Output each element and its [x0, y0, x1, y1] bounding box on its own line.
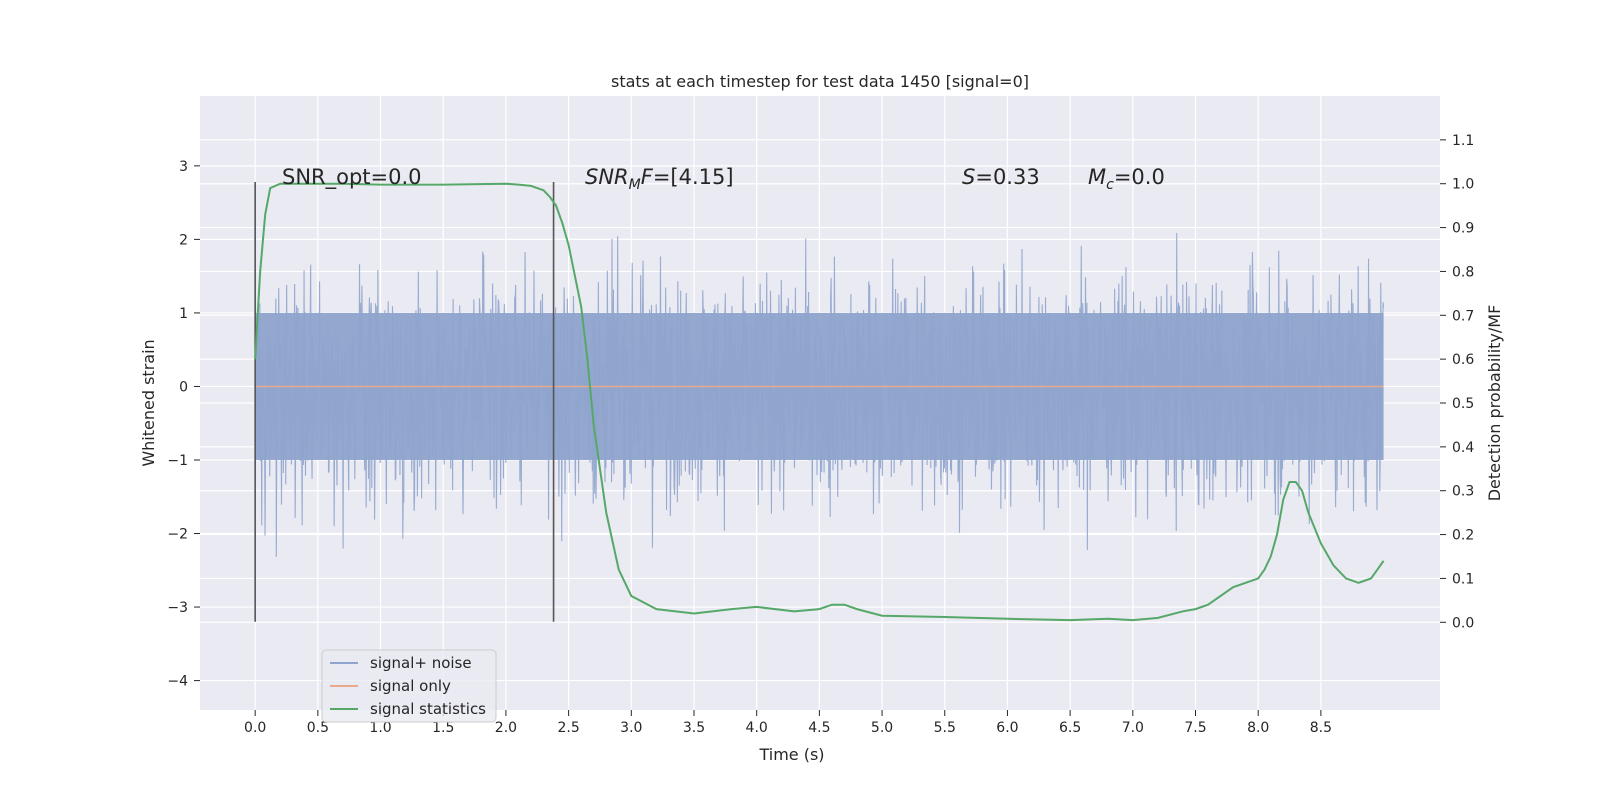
- series-signal-statistics: [254, 182, 1385, 622]
- x-tick-label: 5.5: [934, 720, 956, 736]
- x-tick-label: 8.5: [1310, 720, 1332, 736]
- legend-label-signal-statistics: signal statistics: [370, 700, 486, 718]
- y-right-tick-label: 0.0: [1452, 615, 1474, 631]
- x-tick-label: 7.5: [1184, 720, 1206, 736]
- annotation-snr-mf-main: SNR: [585, 165, 629, 189]
- annotation-snr-mf-sub: M: [629, 177, 641, 193]
- y-right-tick-label: 0.4: [1452, 440, 1474, 456]
- x-tick-label: 6.5: [1059, 720, 1081, 736]
- legend-label-signal-noise: signal+ noise: [370, 654, 472, 672]
- x-axis-label: Time (s): [758, 745, 824, 764]
- annotation-s-symbol: S: [962, 165, 975, 189]
- y-right-tick-label: 1.1: [1452, 133, 1474, 149]
- y-tick-label: −4: [167, 674, 188, 690]
- annotation-mc-sub: c: [1106, 177, 1114, 193]
- legend-label-signal-only: signal only: [370, 677, 451, 695]
- x-tick-label: 0.0: [244, 720, 266, 736]
- y-axis-ticks: 3 2 1 0 −1 −2 −3 −4: [167, 159, 200, 690]
- y-tick-label: 1: [179, 306, 188, 322]
- x-tick-label: 7.0: [1122, 720, 1144, 736]
- y-axis-right-ticks: 1.1 1.0 0.9 0.8 0.7 0.6 0.5 0.4 0.3 0.2 0.1 0.0: [1440, 133, 1474, 631]
- annotation-snr-opt-prefix: SNR_opt=: [282, 165, 388, 190]
- y-right-tick-label: 0.1: [1452, 571, 1474, 587]
- y-axis-label: Whitened strain: [139, 339, 158, 466]
- y-right-tick-label: 0.5: [1452, 396, 1474, 412]
- y-right-tick-label: 0.3: [1452, 484, 1474, 500]
- legend: signal+ noise signal only signal statist…: [321, 649, 497, 723]
- x-tick-label: 2.0: [495, 720, 517, 736]
- x-tick-label: 0.5: [307, 720, 329, 736]
- x-tick-label: 4.5: [808, 720, 830, 736]
- y-tick-label: 3: [179, 159, 188, 175]
- annotation-mc: Mc=0.0: [1088, 165, 1165, 193]
- annotation-snr-opt-value: 0.0: [388, 165, 421, 189]
- x-tick-label: 3.0: [620, 720, 642, 736]
- annotation-s-value: =0.33: [975, 165, 1039, 189]
- x-axis-ticks: 0.0 0.5 1.0 1.5 2.0 2.5 3.0 3.5 4.0 4.5 5.0 5.5 6.0 6…: [244, 710, 1332, 736]
- y-right-tick-label: 0.8: [1452, 264, 1474, 280]
- y-right-tick-label: 0.2: [1452, 528, 1474, 544]
- x-tick-label: 5.0: [871, 720, 893, 736]
- annotation-snr-mf-value: =[4.15]: [653, 165, 734, 189]
- annotation-s: S=0.33: [962, 165, 1040, 189]
- x-tick-label: 2.5: [557, 720, 579, 736]
- x-tick-label: 3.5: [683, 720, 705, 736]
- y-axis-right-label: Detection probability/MF: [1485, 305, 1504, 502]
- noise-trace: [254, 232, 1385, 557]
- y-right-tick-label: 0.6: [1452, 352, 1474, 368]
- legend-box: [321, 649, 497, 723]
- y-tick-label: −3: [167, 600, 188, 616]
- signal-statistics-line: [254, 182, 1385, 622]
- y-tick-label: −2: [167, 527, 188, 543]
- chart-title: stats at each timestep for test data 145…: [611, 72, 1029, 91]
- y-right-tick-label: 1.0: [1452, 177, 1474, 193]
- x-tick-label: 1.5: [432, 720, 454, 736]
- y-tick-label: −1: [167, 453, 188, 469]
- x-tick-label: 8.0: [1247, 720, 1269, 736]
- y-tick-label: 2: [179, 232, 188, 248]
- annotation-mc-symbol: M: [1088, 165, 1106, 189]
- annotation-snr-opt: SNR_opt=0.0: [282, 165, 422, 190]
- vertical-markers: [254, 182, 555, 622]
- annotation-mc-value: =0.0: [1114, 165, 1165, 189]
- y-right-tick-label: 0.9: [1452, 221, 1474, 237]
- x-tick-label: 1.0: [369, 720, 391, 736]
- x-tick-label: 4.0: [746, 720, 768, 736]
- x-tick-label: 6.0: [996, 720, 1018, 736]
- annotation-snr-mf: SNRMF=[4.15]: [585, 165, 734, 193]
- annotation-snr-mf-tail: F: [641, 165, 654, 189]
- y-tick-label: 0: [179, 379, 188, 395]
- y-right-tick-label: 0.7: [1452, 308, 1474, 324]
